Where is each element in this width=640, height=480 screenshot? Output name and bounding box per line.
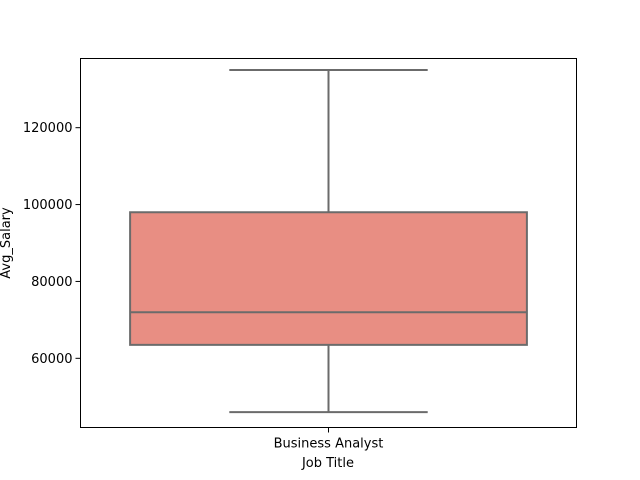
box-group: [129, 69, 528, 414]
y-axis: 60000 80000 100000 120000: [23, 121, 81, 367]
y-tick-label: 60000: [31, 352, 72, 367]
x-axis-label: Job Title: [301, 456, 354, 471]
y-tick-label: 100000: [23, 198, 73, 213]
iqr-box: [129, 211, 528, 346]
x-tick-label: Business Analyst: [274, 437, 384, 452]
y-tick-label: 120000: [23, 121, 73, 136]
plot-area: [129, 69, 528, 414]
y-axis-label: Avg_Salary: [0, 207, 14, 279]
y-tick-label: 80000: [31, 275, 72, 290]
x-axis: Business Analyst: [274, 427, 384, 452]
